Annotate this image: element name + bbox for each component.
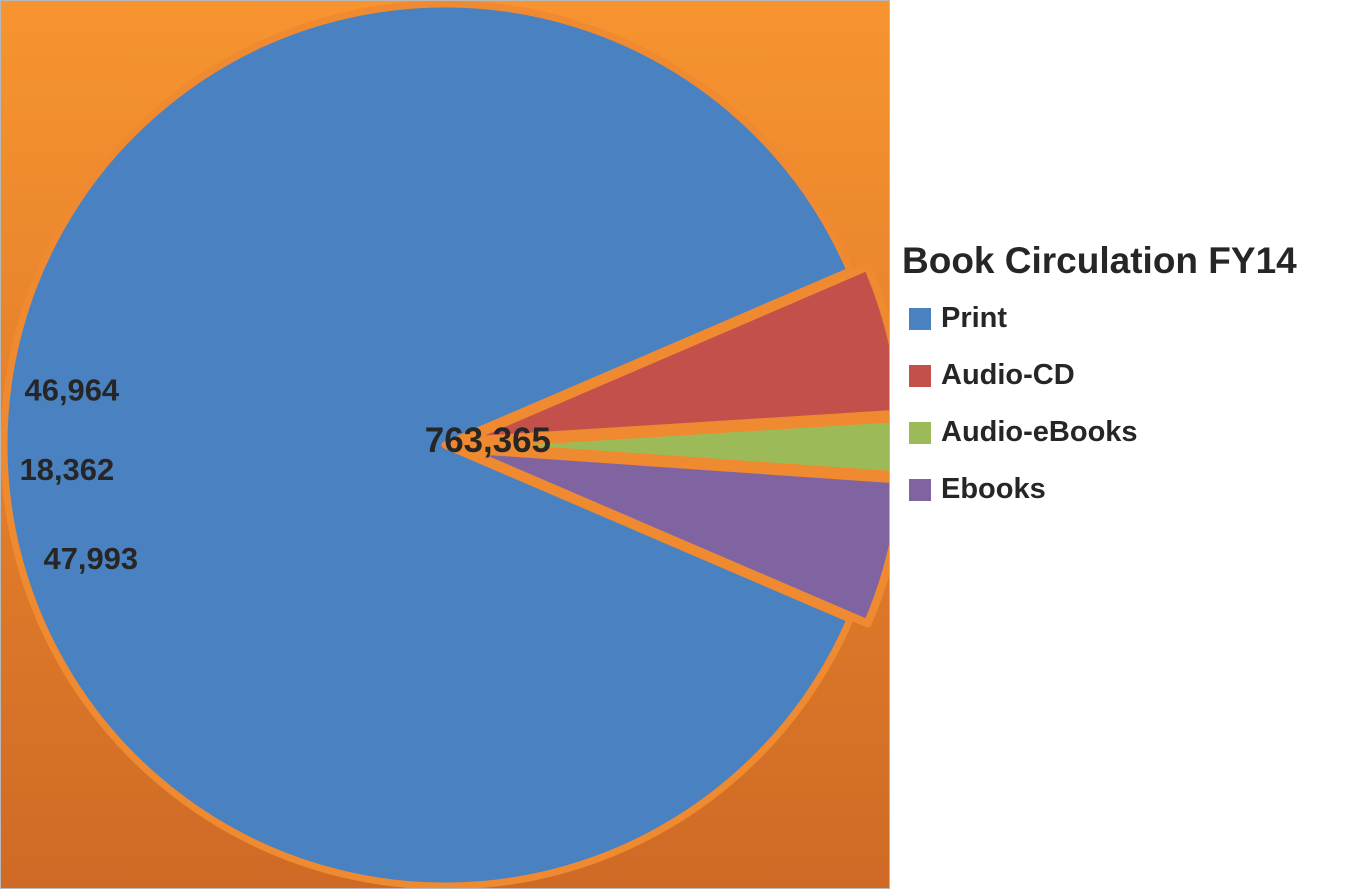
- legend-item-ebooks[interactable]: Ebooks: [909, 461, 1350, 518]
- pie-slice-ebooks[interactable]: [458, 445, 889, 628]
- data-label-audio-ebooks: 18,362: [20, 452, 115, 487]
- legend-item-print[interactable]: Print: [909, 290, 1350, 347]
- chart-title: Book Circulation FY14: [902, 240, 1297, 281]
- legend-item-audio-ebooks[interactable]: Audio-eBooks: [909, 404, 1350, 461]
- pie-slice-audio-ebooks[interactable]: [458, 414, 889, 479]
- chart-area: 763,365 47,993 18,362 46,964: [0, 0, 890, 889]
- legend-swatch-audio-ebooks: [909, 421, 931, 444]
- data-label-ebooks: 46,964: [25, 372, 120, 407]
- legend-swatch-print: [909, 307, 931, 330]
- legend-label-audio-cd: Audio-CD: [941, 359, 1075, 391]
- legend-swatch-ebooks: [909, 478, 931, 501]
- legend-label-print: Print: [941, 302, 1008, 334]
- pie-slice-print[interactable]: [1, 1, 854, 888]
- chart-legend: Book Circulation FY14 Print Audio-CD Aud…: [900, 240, 1350, 518]
- legend-item-audio-cd[interactable]: Audio-CD: [909, 347, 1350, 404]
- data-label-print: 763,365: [425, 421, 551, 460]
- legend-label-audio-ebooks: Audio-eBooks: [941, 416, 1138, 448]
- legend-label-ebooks: Ebooks: [941, 473, 1046, 505]
- data-label-audio-cd: 47,993: [44, 541, 139, 576]
- pie-slice-audio-cd[interactable]: [458, 262, 889, 445]
- pie-chart: 763,365 47,993 18,362 46,964: [1, 1, 889, 888]
- legend-swatch-audio-cd: [909, 364, 931, 387]
